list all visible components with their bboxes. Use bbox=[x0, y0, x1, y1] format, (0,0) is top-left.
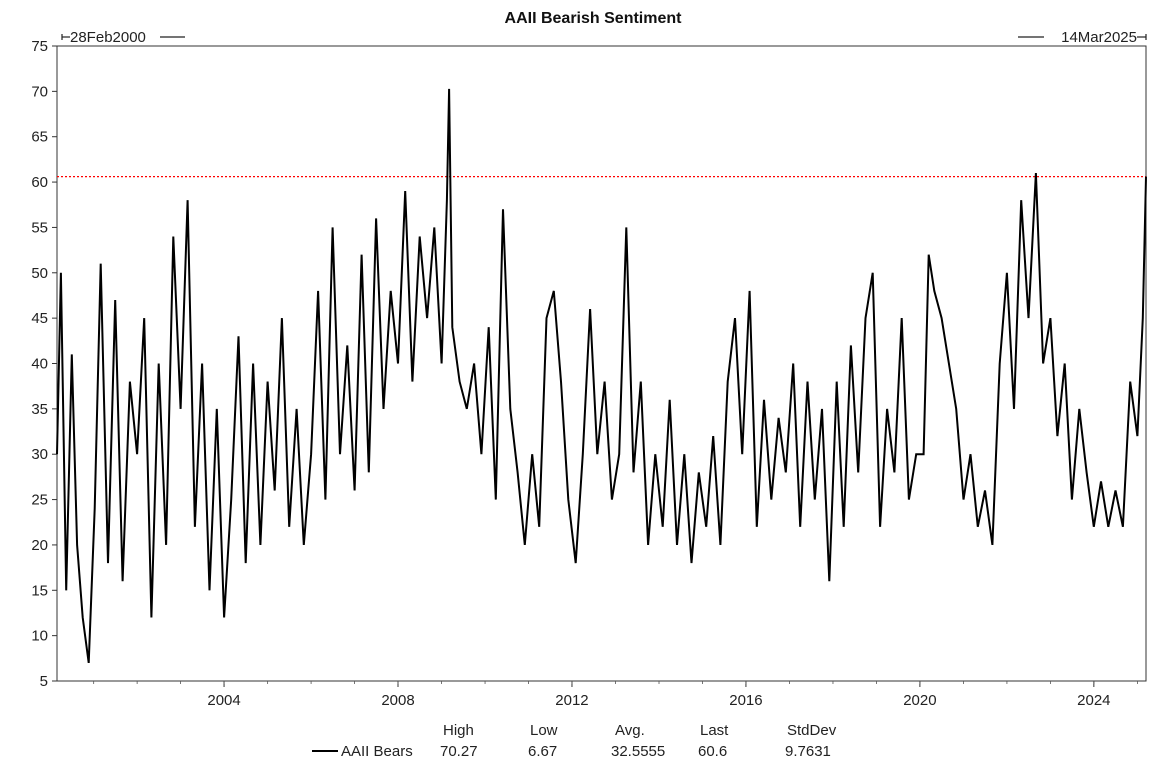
y-tick-label: 25 bbox=[31, 492, 48, 509]
y-tick-label: 50 bbox=[31, 265, 48, 282]
y-tick-label: 45 bbox=[31, 310, 48, 327]
stats-header-low: Low bbox=[530, 722, 558, 739]
y-tick-label: 60 bbox=[31, 174, 48, 191]
y-tick-label: 35 bbox=[31, 401, 48, 418]
stats-header-stddev: StdDev bbox=[787, 722, 837, 739]
x-tick-label: 2024 bbox=[1077, 692, 1110, 709]
legend: AAII Bears High Low Avg. Last StdDev 70.… bbox=[312, 722, 837, 760]
plot-area bbox=[56, 45, 1147, 682]
series-line-aaii-bears bbox=[56, 88, 1147, 664]
y-tick-label: 75 bbox=[31, 38, 48, 55]
x-axis: 2004 2008 2012 2016 2020 2024 bbox=[93, 681, 1138, 709]
stats-value-high: 70.27 bbox=[440, 743, 478, 760]
series-group bbox=[56, 88, 1147, 664]
stats-value-last: 60.6 bbox=[698, 743, 727, 760]
y-tick-label: 30 bbox=[31, 446, 48, 463]
x-tick-label: 2012 bbox=[555, 692, 588, 709]
y-tick-label: 65 bbox=[31, 129, 48, 146]
y-tick-label: 15 bbox=[31, 582, 48, 599]
y-tick-label: 40 bbox=[31, 356, 48, 373]
chart-title: AAII Bearish Sentiment bbox=[505, 10, 683, 27]
x-tick-label: 2020 bbox=[903, 692, 936, 709]
stats-header-last: Last bbox=[700, 722, 729, 739]
x-tick-label: 2016 bbox=[729, 692, 762, 709]
y-tick-label: 10 bbox=[31, 628, 48, 645]
x-tick-label: 2008 bbox=[381, 692, 414, 709]
y-tick-label: 55 bbox=[31, 219, 48, 236]
start-date-label: 28Feb2000 bbox=[70, 29, 146, 46]
y-tick-label: 20 bbox=[31, 537, 48, 554]
y-tick-label: 5 bbox=[40, 673, 48, 690]
y-tick-label: 70 bbox=[31, 83, 48, 100]
stats-value-avg: 32.5555 bbox=[611, 743, 665, 760]
end-date-label: 14Mar2025 bbox=[1061, 29, 1137, 46]
stats-value-stddev: 9.7631 bbox=[785, 743, 831, 760]
legend-series-label: AAII Bears bbox=[341, 743, 413, 760]
y-axis: 75 70 65 60 55 50 45 40 35 30 25 20 15 10 5 bbox=[31, 38, 57, 690]
start-date-marker: 28Feb2000 bbox=[61, 29, 185, 46]
x-tick-label: 2004 bbox=[207, 692, 240, 709]
stats-header-high: High bbox=[443, 722, 474, 739]
stats-value-low: 6.67 bbox=[528, 743, 557, 760]
stats-header-avg: Avg. bbox=[615, 722, 645, 739]
end-date-marker: 14Mar2025 bbox=[1018, 29, 1147, 46]
